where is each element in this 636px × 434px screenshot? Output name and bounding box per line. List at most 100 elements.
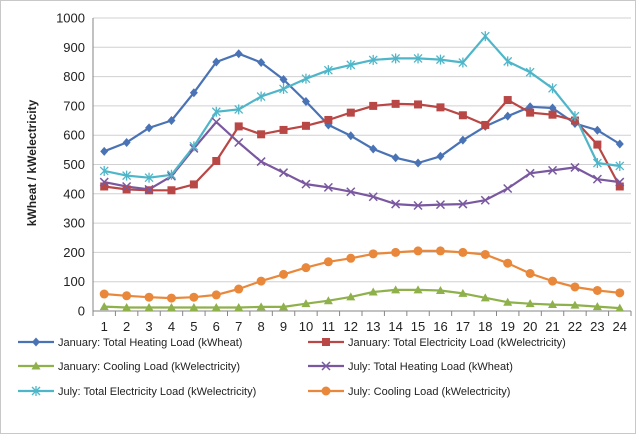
data-point-s1 [391,153,400,163]
data-point-s6 [391,247,401,257]
data-point-s2 [279,125,288,134]
data-point-s6 [413,246,423,256]
data-point-s6 [99,289,109,299]
data-point-s3 [368,287,378,296]
data-point-s4 [301,179,311,189]
data-point-s4-stroke [548,165,558,175]
x-tick-label: 22 [568,319,582,334]
data-point-s2 [458,111,467,120]
data-point-s3 [592,302,602,311]
legend-item: January: Total Electricity Load (kWelect… [308,337,566,349]
data-point-s4-stroke [279,168,289,178]
data-point-s5 [346,59,356,70]
data-point-s5 [525,67,535,78]
data-point-s4-stroke [122,181,132,192]
data-point-s4 [548,165,558,175]
data-point-s3 [525,299,535,308]
data-point-s2 [122,185,131,194]
data-point-s1 [122,138,131,148]
data-point-s3 [234,302,244,311]
data-point-s4-stroke [592,174,602,184]
y-tick-label: 1000 [56,11,85,26]
data-point-s3 [413,285,423,294]
data-point-s5 [391,53,401,64]
x-tick-label: 15 [411,319,425,334]
data-point-s6 [279,269,289,279]
data-point-s1 [145,123,154,133]
data-point-s5 [570,111,580,122]
data-point-s4-stroke [570,162,580,172]
data-point-s4 [234,137,244,148]
legend-item: January: Cooling Load (kWelectricity) [18,361,240,373]
data-point-s4-stroke [391,199,401,209]
data-point-s4-stroke [435,200,445,210]
data-point-s3 [503,297,513,306]
data-point-s4 [279,168,289,178]
data-point-s5 [368,54,378,65]
x-tick-label: 2 [123,319,130,334]
y-tick-label: 200 [63,245,85,260]
data-point-s6 [346,253,356,263]
legend-item: July: Cooling Load (kWelectricity) [308,386,510,398]
data-point-s6 [480,249,490,259]
data-point-s1 [167,116,176,126]
legend-marker [321,361,331,371]
data-point-s6 [525,268,535,278]
data-point-s6 [323,257,333,267]
data-point-s4-stroke [346,187,356,197]
data-point-s4-stroke [480,195,490,205]
data-point-s5 [458,57,468,68]
data-point-s5 [548,83,558,94]
x-tick-label: 12 [344,319,358,334]
data-point-s3 [211,302,221,311]
data-point-s6 [166,293,176,303]
data-point-s6 [548,276,558,286]
data-point-s3 [279,302,289,311]
legend-marker [32,337,40,347]
legend-label: January: Cooling Load (kWelectricity) [58,361,240,373]
data-point-s2 [436,103,445,112]
data-point-s1 [189,88,198,98]
data-point-s6 [211,290,221,300]
data-point-s2 [548,110,557,119]
data-point-s4-stroke [211,117,221,127]
y-tick-label: 500 [63,157,85,172]
data-point-s1 [548,103,557,113]
data-point-s1 [212,57,221,67]
legend-item: July: Total Electricity Load (kWelectric… [18,386,256,398]
legend-marker [31,386,41,396]
data-point-s3 [166,302,176,311]
data-point-s3 [435,285,445,294]
x-tick-label: 17 [456,319,470,334]
data-point-s4-stroke [503,183,513,194]
x-tick-label: 1 [101,319,108,334]
data-point-s4 [615,177,625,187]
y-tick-label: 700 [63,98,85,113]
data-point-s6 [503,258,513,268]
data-point-s4 [144,184,154,194]
legend-item: January: Total Heating Load (kWheat) [18,337,242,349]
data-point-s6 [458,247,468,257]
data-point-s1 [346,131,355,141]
data-point-s5 [615,160,625,171]
data-point-s3 [391,285,401,294]
data-point-s4 [368,192,378,202]
data-point-s3 [99,302,109,311]
data-point-s6 [301,263,311,273]
legend-item: July: Total Heating Load (kWheat) [308,361,513,373]
data-point-s6 [256,276,266,286]
data-point-s1 [234,49,243,59]
data-point-s3 [615,303,625,312]
data-point-s3 [346,292,356,301]
data-point-s5 [480,31,490,42]
legend-marker [321,386,331,396]
x-tick-label: 21 [545,319,559,334]
legend-label: January: Total Electricity Load (kWelect… [348,337,566,349]
data-point-s6 [234,284,244,294]
data-point-s5 [301,73,311,84]
data-point-s4 [346,187,356,197]
x-tick-label: 20 [523,319,537,334]
y-tick-label: 0 [78,304,85,319]
